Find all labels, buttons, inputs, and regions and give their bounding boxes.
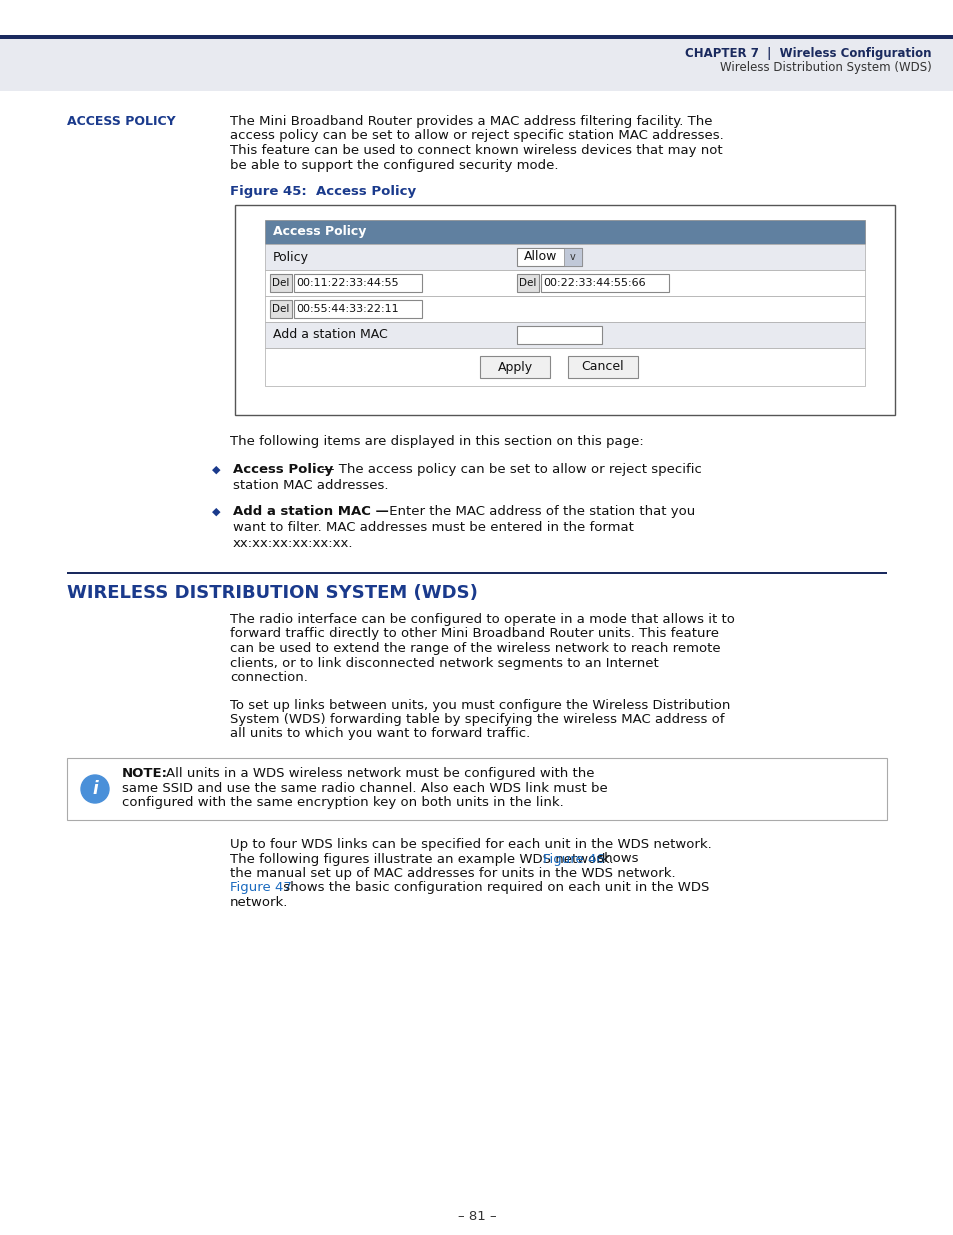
Bar xyxy=(517,274,538,291)
Text: all units to which you want to forward traffic.: all units to which you want to forward t… xyxy=(230,727,530,741)
Text: The following items are displayed in this section on this page:: The following items are displayed in thi… xyxy=(230,435,643,448)
Text: Up to four WDS links can be specified for each unit in the WDS network.: Up to four WDS links can be specified fo… xyxy=(230,839,711,851)
Text: network.: network. xyxy=(230,897,288,909)
Text: station MAC addresses.: station MAC addresses. xyxy=(233,479,388,492)
Bar xyxy=(294,274,421,291)
Text: xx:xx:xx:xx:xx:xx.: xx:xx:xx:xx:xx:xx. xyxy=(233,537,354,550)
Text: ACCESS POLICY: ACCESS POLICY xyxy=(67,115,175,128)
Text: Del: Del xyxy=(272,304,290,314)
Bar xyxy=(563,248,581,266)
Bar xyxy=(270,274,292,291)
Text: System (WDS) forwarding table by specifying the wireless MAC address of: System (WDS) forwarding table by specify… xyxy=(230,713,723,726)
Text: same SSID and use the same radio channel. Also each WDS link must be: same SSID and use the same radio channel… xyxy=(122,782,607,794)
Text: Access Policy: Access Policy xyxy=(273,226,366,238)
Text: v: v xyxy=(570,252,576,262)
Text: CHAPTER 7  |  Wireless Configuration: CHAPTER 7 | Wireless Configuration xyxy=(685,47,931,61)
Bar xyxy=(540,274,668,291)
Text: Figure 47: Figure 47 xyxy=(230,882,292,894)
Text: To set up links between units, you must configure the Wireless Distribution: To set up links between units, you must … xyxy=(230,699,730,711)
Text: clients, or to link disconnected network segments to an Internet: clients, or to link disconnected network… xyxy=(230,657,659,669)
Text: ◆: ◆ xyxy=(212,466,220,475)
Text: Wireless Distribution System (WDS): Wireless Distribution System (WDS) xyxy=(720,62,931,74)
Text: This feature can be used to connect known wireless devices that may not: This feature can be used to connect know… xyxy=(230,144,721,157)
Text: ◆: ◆ xyxy=(212,508,220,517)
Text: – 81 –: – 81 – xyxy=(457,1210,496,1223)
Text: Cancel: Cancel xyxy=(581,361,623,373)
Text: want to filter. MAC addresses must be entered in the format: want to filter. MAC addresses must be en… xyxy=(233,521,633,534)
Text: the manual set up of MAC addresses for units in the WDS network.: the manual set up of MAC addresses for u… xyxy=(230,867,675,881)
Text: WIRELESS DISTRIBUTION SYSTEM (WDS): WIRELESS DISTRIBUTION SYSTEM (WDS) xyxy=(67,584,477,601)
Bar xyxy=(567,356,638,378)
Bar xyxy=(265,220,864,245)
Text: can be used to extend the range of the wireless network to reach remote: can be used to extend the range of the w… xyxy=(230,642,720,655)
Text: Figure 45:  Access Policy: Figure 45: Access Policy xyxy=(230,185,416,198)
Text: — The access policy can be set to allow or reject specific: — The access policy can be set to allow … xyxy=(316,463,701,475)
Text: The following figures illustrate an example WDS network.: The following figures illustrate an exam… xyxy=(230,852,618,866)
Text: Enter the MAC address of the station that you: Enter the MAC address of the station tha… xyxy=(385,505,695,517)
Text: 00:22:33:44:55:66: 00:22:33:44:55:66 xyxy=(542,278,645,288)
Text: connection.: connection. xyxy=(230,671,308,684)
Bar xyxy=(517,326,601,345)
Bar xyxy=(234,205,894,415)
Bar xyxy=(67,572,886,574)
Text: forward traffic directly to other Mini Broadband Router units. This feature: forward traffic directly to other Mini B… xyxy=(230,627,719,641)
Bar xyxy=(0,0,953,35)
Text: Del: Del xyxy=(272,278,290,288)
Text: shows: shows xyxy=(593,852,638,866)
Bar xyxy=(265,270,864,296)
Bar xyxy=(294,300,421,317)
Circle shape xyxy=(81,776,109,803)
Bar xyxy=(67,758,886,820)
Text: Apply: Apply xyxy=(497,361,532,373)
Bar xyxy=(265,245,864,270)
Bar xyxy=(265,322,864,348)
Text: Add a station MAC: Add a station MAC xyxy=(273,329,387,342)
Text: configured with the same encryption key on both units in the link.: configured with the same encryption key … xyxy=(122,797,563,809)
Bar xyxy=(265,348,864,387)
Bar xyxy=(0,40,953,91)
Bar xyxy=(265,296,864,322)
Text: be able to support the configured security mode.: be able to support the configured securi… xyxy=(230,158,558,172)
Text: Figure 46: Figure 46 xyxy=(543,852,604,866)
Text: 00:55:44:33:22:11: 00:55:44:33:22:11 xyxy=(295,304,398,314)
Text: NOTE:: NOTE: xyxy=(122,767,168,781)
Text: The radio interface can be configured to operate in a mode that allows it to: The radio interface can be configured to… xyxy=(230,613,734,626)
Text: Policy: Policy xyxy=(273,251,309,263)
Bar xyxy=(517,248,581,266)
Text: Allow: Allow xyxy=(523,251,557,263)
Text: shows the basic configuration required on each unit in the WDS: shows the basic configuration required o… xyxy=(279,882,709,894)
Text: 00:11:22:33:44:55: 00:11:22:33:44:55 xyxy=(295,278,398,288)
Text: The Mini Broadband Router provides a MAC address filtering facility. The: The Mini Broadband Router provides a MAC… xyxy=(230,115,712,128)
Bar xyxy=(270,300,292,317)
Text: access policy can be set to allow or reject specific station MAC addresses.: access policy can be set to allow or rej… xyxy=(230,130,723,142)
Text: Add a station MAC —: Add a station MAC — xyxy=(233,505,389,517)
Text: Del: Del xyxy=(518,278,537,288)
Text: Access Policy: Access Policy xyxy=(233,463,333,475)
Text: i: i xyxy=(92,781,98,798)
Bar xyxy=(0,35,953,40)
Text: All units in a WDS wireless network must be configured with the: All units in a WDS wireless network must… xyxy=(166,767,594,781)
Bar xyxy=(479,356,550,378)
